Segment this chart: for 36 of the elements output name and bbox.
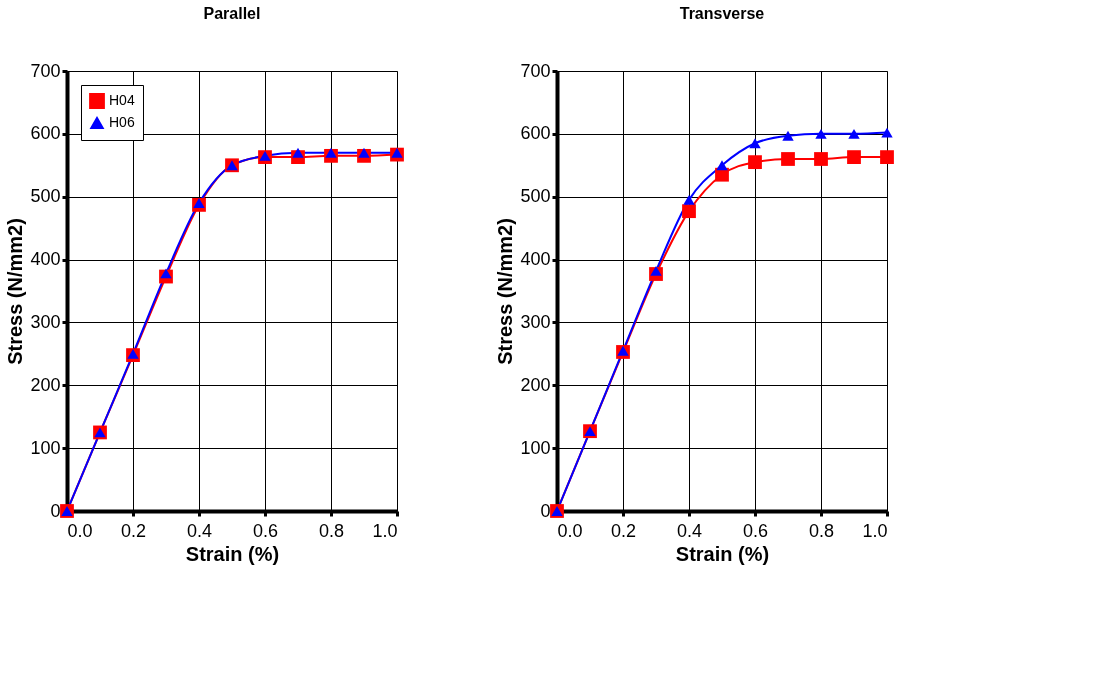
x-tick-label: 0.4: [676, 520, 703, 541]
y-tick-label: 500: [520, 186, 551, 207]
x-tick-label: 0.0: [67, 520, 93, 541]
y-tick-label: 400: [520, 249, 551, 270]
x-tick-label: 0.2: [610, 520, 637, 541]
y-tick-label: 100: [520, 437, 551, 458]
x-tick-label: 0.2: [120, 520, 147, 541]
x-tick-label: 0.8: [808, 520, 835, 541]
y-tick-label: 600: [520, 123, 551, 144]
y-tick-label: 300: [520, 311, 551, 332]
y-tick-label: 300: [30, 311, 61, 332]
y-tick-label: 700: [520, 60, 551, 81]
x-tick-label: 1.0: [372, 520, 398, 541]
y-tick-label: 0: [50, 500, 61, 521]
x-axis-title: Strain (%): [675, 542, 770, 565]
y-tick-label: 100: [30, 437, 61, 458]
y-axis-title: Stress (N/mm2): [4, 218, 27, 365]
x-tick-label: 0.6: [252, 520, 279, 541]
x-axis-title: Strain (%): [185, 542, 280, 565]
y-axis-title: Stress (N/mm2): [494, 218, 517, 365]
chart-title: Parallel: [203, 5, 261, 22]
legend-label: H04: [109, 92, 135, 108]
y-tick-label: 400: [30, 249, 61, 270]
y-tick-label: 500: [30, 186, 61, 207]
x-tick-label: 1.0: [862, 520, 888, 541]
legend-label: H06: [109, 114, 135, 130]
x-tick-label: 0.6: [742, 520, 769, 541]
chart-title: Transverse: [679, 5, 765, 22]
x-tick-label: 0.8: [318, 520, 345, 541]
x-tick-label: 0.0: [557, 520, 583, 541]
y-tick-label: 200: [520, 374, 551, 395]
y-tick-label: 700: [30, 60, 61, 81]
y-tick-label: 0: [540, 500, 551, 521]
y-tick-label: 600: [30, 123, 61, 144]
y-tick-label: 200: [30, 374, 61, 395]
x-tick-label: 0.4: [186, 520, 213, 541]
